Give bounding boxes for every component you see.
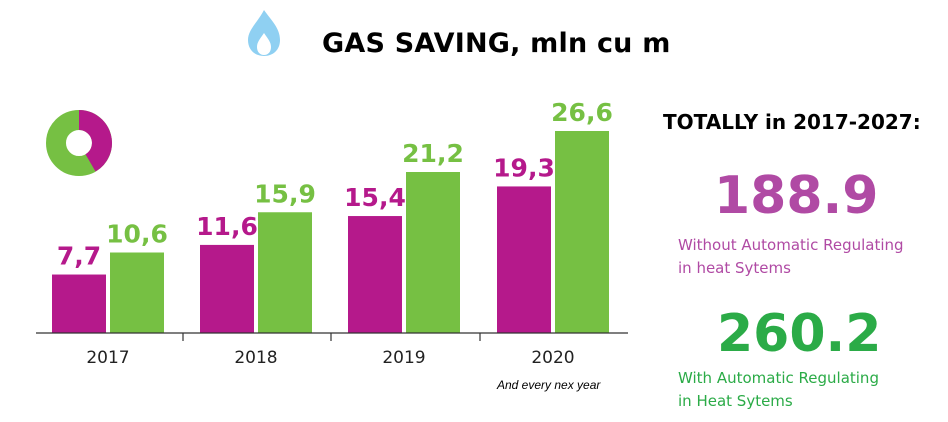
bar-green-2020 (555, 131, 609, 333)
chart-footnote: And every nex year (497, 378, 601, 392)
bar-chart: 7,710,6 11,6 15,9 15,4 21,2 19,3 26,6 2017 2018… (36, 98, 628, 368)
bar-magenta-2018 (200, 244, 254, 333)
total-with-value: 260.2 (717, 304, 882, 364)
bar-green-2018 (258, 212, 312, 333)
value-label-magenta-2017: 7,7 (57, 242, 101, 271)
value-label-green-2018: 15,9 (254, 179, 316, 208)
bar-green-2019 (406, 172, 460, 333)
totals-heading: TOTALLY in 2017-2027: (663, 110, 921, 134)
bar-magenta-2019 (348, 216, 402, 333)
total-without-line-2: in heat Sytems (678, 259, 791, 277)
category-label-2019: 2019 (382, 348, 425, 368)
bar-magenta-2017 (52, 274, 106, 333)
value-label-green-2017: 10,6 (106, 220, 168, 249)
gas-flame-icon (248, 10, 280, 56)
total-without-line-1: Without Automatic Regulating (678, 236, 904, 254)
bar-green-2017 (110, 252, 164, 333)
value-label-magenta-2018: 11,6 (196, 212, 258, 241)
total-without-description: Without Automatic Regulating in heat Syt… (678, 234, 928, 280)
total-with-description: With Automatic Regulating in Heat Sytems (678, 367, 928, 413)
total-with-line-1: With Automatic Regulating (678, 369, 879, 387)
value-label-green-2019: 21,2 (402, 139, 464, 168)
value-label-green-2020: 26,6 (551, 98, 613, 127)
page-title: GAS SAVING, mln cu m (322, 28, 671, 59)
category-label-2018: 2018 (234, 348, 277, 368)
total-without-value: 188.9 (714, 166, 879, 226)
total-with-line-2: in Heat Sytems (678, 392, 793, 410)
bar-magenta-2020 (497, 186, 551, 333)
donut-chart-icon (46, 110, 112, 176)
value-label-magenta-2019: 15,4 (344, 183, 406, 212)
value-label-magenta-2020: 19,3 (493, 153, 555, 182)
category-label-2017: 2017 (86, 348, 129, 368)
category-label-2020: 2020 (531, 348, 574, 368)
